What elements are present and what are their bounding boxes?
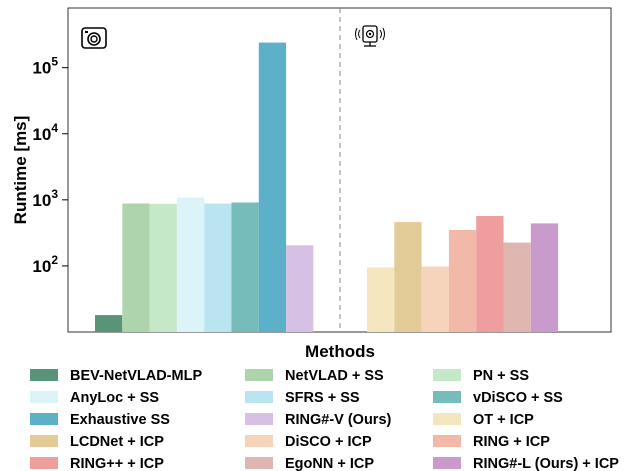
legend-label-ring-l-ours-icp: RING#-L (Ours) + ICP — [473, 456, 619, 471]
bar-disco-icp — [421, 266, 449, 332]
legend-swatch-egonn-icp — [245, 457, 273, 469]
legend-label-disco-icp: DiSCO + ICP — [285, 434, 372, 450]
legend-swatch-netvlad-ss — [245, 369, 273, 381]
legend-swatch-ring-icp — [433, 435, 461, 447]
legend-label-ring-icp: RING++ + ICP — [70, 456, 164, 471]
bar-ring-icp — [448, 230, 477, 332]
legend-swatch-sfrs-ss — [245, 391, 273, 403]
bar-sfrs-ss — [204, 203, 232, 332]
legend-label-vdisco-ss: vDiSCO + SS — [473, 390, 563, 406]
bar-ot-icp — [367, 267, 395, 332]
y-tick-label: 104 — [32, 121, 58, 144]
bar-ring-v-ours — [286, 245, 314, 332]
legend-label-pn-ss: PN + SS — [473, 368, 529, 384]
bar-egonn-icp — [503, 242, 531, 332]
legend-label-bev-netvlad-mlp: BEV-NetVLAD-MLP — [70, 368, 202, 384]
legend-swatch-ring-v-ours — [245, 413, 273, 425]
y-axis-ticks: 102 103 104 105 — [32, 55, 68, 276]
bar-vdisco-ss — [231, 202, 259, 332]
camera-icon — [81, 27, 107, 49]
bar-ring-icp — [476, 216, 504, 332]
legend-swatch-vdisco-ss — [433, 391, 461, 403]
bar-pn-ss — [149, 203, 177, 332]
legend-label-exhaustive-ss: Exhaustive SS — [70, 412, 170, 428]
legend-label-sfrs-ss: SFRS + SS — [285, 390, 360, 406]
legend-swatch-anyloc-ss — [30, 391, 58, 403]
legend-swatch-ot-icp — [433, 413, 461, 425]
x-axis-title: Methods — [305, 342, 375, 361]
legend-label-lcdnet-icp: LCDNet + ICP — [70, 434, 164, 450]
lidar-sensor-icon — [355, 25, 385, 47]
legend-label-egonn-icp: EgoNN + ICP — [285, 456, 374, 471]
legend-swatch-lcdnet-icp — [30, 435, 58, 447]
y-tick-label: 103 — [32, 187, 58, 210]
y-axis-title: Runtime [ms] — [11, 116, 30, 225]
bar-bev-netvlad-mlp — [95, 315, 123, 332]
bar-netvlad-ss — [122, 203, 150, 332]
bar-lcdnet-icp — [394, 222, 422, 332]
legend-label-ring-v-ours: RING#-V (Ours) — [285, 412, 392, 428]
legend: BEV-NetVLAD-MLP NetVLAD + SS PN + SS AnyLoc… — [30, 368, 619, 471]
bar-exhaustive-ss — [258, 42, 287, 332]
legend-swatch-ring-l-ours-icp — [433, 457, 461, 469]
y-tick-label: 105 — [32, 55, 58, 78]
legend-swatch-disco-icp — [245, 435, 273, 447]
legend-label-anyloc-ss: AnyLoc + SS — [70, 390, 159, 406]
legend-swatch-ring-icp — [30, 457, 58, 469]
legend-swatch-pn-ss — [433, 369, 461, 381]
legend-swatch-bev-netvlad-mlp — [30, 369, 58, 381]
bars-layer — [95, 42, 559, 332]
y-tick-label: 102 — [32, 253, 58, 276]
legend-label-netvlad-ss: NetVLAD + SS — [285, 368, 384, 384]
legend-swatch-exhaustive-ss — [30, 413, 58, 425]
bar-anyloc-ss — [176, 197, 205, 332]
legend-label-ot-icp: OT + ICP — [473, 412, 534, 428]
legend-label-ring-icp: RING + ICP — [473, 434, 550, 450]
bar-ring-l-ours-icp — [530, 223, 559, 332]
